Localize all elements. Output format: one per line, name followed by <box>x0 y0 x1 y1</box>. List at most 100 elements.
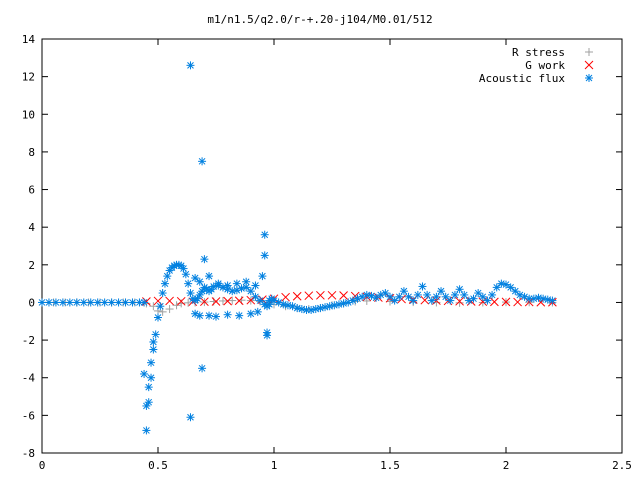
data-point <box>292 291 302 301</box>
data-point <box>228 296 237 305</box>
data-point <box>218 296 227 305</box>
data-point <box>506 283 515 292</box>
data-point <box>455 296 464 306</box>
data-point <box>339 291 348 300</box>
y-tick-label: -4 <box>22 372 36 385</box>
y-tick-label: 12 <box>22 71 35 84</box>
data-point <box>195 290 204 299</box>
data-point <box>455 298 464 307</box>
chart-title: m1/n1.5/q2.0/r-+.20-j104/M0.01/512 <box>207 13 432 26</box>
data-point <box>195 277 204 286</box>
data-point <box>390 296 399 305</box>
data-point <box>492 283 501 292</box>
y-tick-label: 0 <box>28 296 35 309</box>
data-point <box>177 299 186 308</box>
data-point <box>413 290 422 299</box>
data-point <box>65 298 74 307</box>
data-point <box>246 295 256 305</box>
data-point <box>395 292 404 301</box>
legend-label: R stress <box>512 46 565 59</box>
data-point <box>200 297 209 307</box>
data-point <box>386 292 394 301</box>
data-point <box>251 281 260 290</box>
y-tick-label: 10 <box>22 108 35 121</box>
data-point <box>121 298 130 307</box>
y-tick-label: -8 <box>22 447 35 460</box>
data-point <box>478 292 487 301</box>
data-point <box>165 296 174 306</box>
data-point <box>327 290 337 300</box>
data-point <box>502 280 510 289</box>
legend-label: Acoustic flux <box>479 72 565 85</box>
y-tick-label: 6 <box>28 184 35 197</box>
axes: 0 0.5 1 1.5 2 2.5 -8 -6 -4 -2 0 2 4 6 8 10 12 14 <box>22 33 632 472</box>
data-point <box>100 298 109 307</box>
data-point <box>184 298 193 307</box>
data-point <box>160 279 169 288</box>
data-point <box>86 298 95 307</box>
data-point <box>460 290 469 299</box>
data-point <box>446 296 455 305</box>
data-point <box>214 279 223 288</box>
data-point <box>205 272 214 281</box>
data-point <box>409 296 418 305</box>
data-point <box>223 296 232 306</box>
x-tick-label: 2 <box>503 459 510 472</box>
legend-marker <box>585 48 593 56</box>
y-tick-label: -6 <box>22 409 35 422</box>
data-point <box>381 289 390 298</box>
y-tick-label: -2 <box>22 334 35 347</box>
data-point <box>140 298 149 307</box>
data-point <box>432 292 441 301</box>
data-point <box>235 311 244 320</box>
data-point <box>418 282 427 291</box>
plot-frame <box>41 38 623 454</box>
data-point <box>450 290 459 299</box>
data-point <box>186 413 195 422</box>
data-point <box>144 383 153 392</box>
data-point <box>469 294 478 303</box>
data-point <box>242 277 251 286</box>
data-point <box>304 291 314 301</box>
data-point <box>251 292 260 301</box>
data-point <box>246 287 255 296</box>
data-point <box>142 426 151 435</box>
data-point <box>58 298 67 307</box>
data-point <box>149 337 158 346</box>
data-point <box>79 298 88 307</box>
data-point <box>511 287 520 296</box>
legend-marker <box>585 74 593 82</box>
x-tick-label: 1 <box>271 459 278 472</box>
data-point <box>441 292 450 301</box>
x-tick-label: 1.5 <box>380 459 400 472</box>
data-point <box>186 61 195 70</box>
data-point <box>263 331 272 340</box>
data-point <box>165 305 174 314</box>
data-point <box>372 293 381 302</box>
data-point <box>232 279 241 288</box>
data-point <box>253 307 262 316</box>
data-point <box>474 289 483 298</box>
data-point <box>212 312 220 321</box>
data-point <box>488 290 497 299</box>
data-point <box>151 330 160 339</box>
data-point <box>260 251 269 260</box>
data-point <box>399 287 408 296</box>
data-point <box>149 302 158 311</box>
data-point <box>513 297 522 307</box>
data-point <box>44 298 53 307</box>
data-point <box>195 311 204 320</box>
data-point <box>455 285 464 294</box>
data-point <box>107 298 116 307</box>
data-point <box>200 255 209 264</box>
series-2 <box>38 61 557 435</box>
data-point <box>144 398 153 407</box>
y-tick-label: 2 <box>28 259 35 272</box>
data-point <box>256 296 265 305</box>
data-point <box>483 296 492 305</box>
data-point <box>427 296 436 305</box>
data-point <box>490 297 499 307</box>
y-tick-label: 4 <box>28 221 35 234</box>
legend-marker <box>584 60 594 70</box>
data-point <box>423 290 432 299</box>
